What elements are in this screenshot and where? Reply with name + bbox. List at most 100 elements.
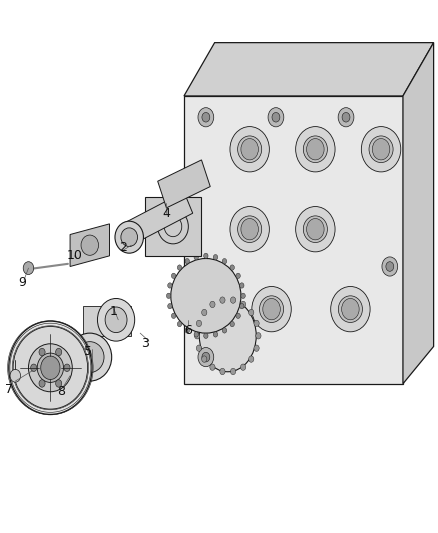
Ellipse shape — [303, 136, 328, 163]
Circle shape — [56, 379, 62, 387]
Ellipse shape — [237, 136, 261, 163]
Ellipse shape — [68, 333, 112, 381]
Circle shape — [198, 108, 214, 127]
Circle shape — [254, 320, 259, 327]
Circle shape — [241, 293, 245, 298]
Ellipse shape — [296, 207, 335, 252]
Circle shape — [222, 328, 227, 333]
Circle shape — [222, 259, 227, 264]
Circle shape — [177, 321, 182, 327]
Circle shape — [194, 255, 198, 260]
Ellipse shape — [81, 235, 99, 255]
Circle shape — [386, 262, 394, 271]
Circle shape — [338, 108, 354, 127]
Polygon shape — [70, 224, 110, 266]
Circle shape — [240, 364, 246, 370]
Circle shape — [342, 298, 359, 320]
Ellipse shape — [237, 216, 261, 243]
Circle shape — [213, 332, 218, 337]
Circle shape — [185, 328, 189, 333]
Ellipse shape — [303, 216, 328, 243]
Circle shape — [240, 301, 246, 308]
Circle shape — [249, 356, 254, 362]
Text: 9: 9 — [18, 276, 26, 289]
Text: 5: 5 — [84, 345, 92, 358]
Ellipse shape — [171, 259, 241, 333]
Ellipse shape — [75, 342, 104, 373]
Polygon shape — [184, 43, 434, 96]
Circle shape — [171, 273, 176, 278]
Circle shape — [201, 309, 207, 316]
Text: 1: 1 — [110, 305, 118, 318]
Circle shape — [307, 219, 324, 240]
Ellipse shape — [28, 344, 72, 392]
Ellipse shape — [296, 127, 335, 172]
Circle shape — [307, 139, 324, 160]
Circle shape — [204, 253, 208, 259]
Circle shape — [220, 297, 225, 303]
Ellipse shape — [199, 300, 256, 372]
Circle shape — [263, 298, 280, 320]
Circle shape — [230, 321, 234, 327]
Circle shape — [171, 313, 176, 318]
Ellipse shape — [115, 221, 143, 253]
Circle shape — [196, 320, 201, 327]
Circle shape — [230, 368, 236, 375]
Circle shape — [342, 112, 350, 122]
Circle shape — [382, 257, 398, 276]
Circle shape — [198, 348, 214, 367]
Text: 3: 3 — [141, 337, 148, 350]
Circle shape — [196, 345, 201, 351]
Ellipse shape — [331, 287, 370, 332]
Circle shape — [185, 259, 189, 264]
Polygon shape — [145, 197, 201, 256]
Ellipse shape — [369, 136, 393, 163]
Ellipse shape — [121, 228, 138, 246]
Ellipse shape — [230, 127, 269, 172]
Circle shape — [23, 262, 34, 274]
Circle shape — [210, 364, 215, 370]
Circle shape — [256, 333, 261, 339]
Polygon shape — [184, 96, 403, 384]
Circle shape — [249, 309, 254, 316]
Circle shape — [39, 349, 45, 356]
Circle shape — [254, 345, 259, 351]
Circle shape — [372, 139, 390, 160]
Ellipse shape — [259, 296, 284, 322]
Circle shape — [210, 301, 215, 308]
Circle shape — [10, 369, 21, 382]
Circle shape — [230, 297, 236, 303]
Circle shape — [236, 313, 240, 318]
Text: 4: 4 — [162, 207, 170, 220]
Circle shape — [236, 273, 240, 278]
Circle shape — [240, 303, 244, 309]
Circle shape — [204, 333, 208, 338]
Circle shape — [31, 364, 37, 372]
Text: 10: 10 — [67, 249, 82, 262]
Text: 2: 2 — [119, 241, 127, 254]
Circle shape — [168, 303, 172, 309]
Circle shape — [202, 352, 210, 362]
Ellipse shape — [252, 287, 291, 332]
Ellipse shape — [13, 326, 88, 409]
Circle shape — [41, 356, 60, 379]
Circle shape — [241, 139, 258, 160]
Circle shape — [166, 293, 171, 298]
Circle shape — [194, 333, 200, 339]
Circle shape — [56, 349, 62, 356]
Polygon shape — [158, 160, 210, 208]
Ellipse shape — [338, 296, 363, 322]
Ellipse shape — [97, 298, 135, 341]
Circle shape — [168, 283, 172, 288]
Circle shape — [213, 255, 218, 260]
Circle shape — [177, 265, 182, 270]
Text: 7: 7 — [5, 383, 13, 395]
Text: 6: 6 — [184, 324, 192, 337]
Ellipse shape — [37, 353, 64, 383]
Polygon shape — [123, 192, 193, 245]
Bar — [83, 306, 131, 336]
Circle shape — [230, 265, 234, 270]
Circle shape — [220, 368, 225, 375]
Circle shape — [39, 379, 45, 387]
Ellipse shape — [230, 207, 269, 252]
